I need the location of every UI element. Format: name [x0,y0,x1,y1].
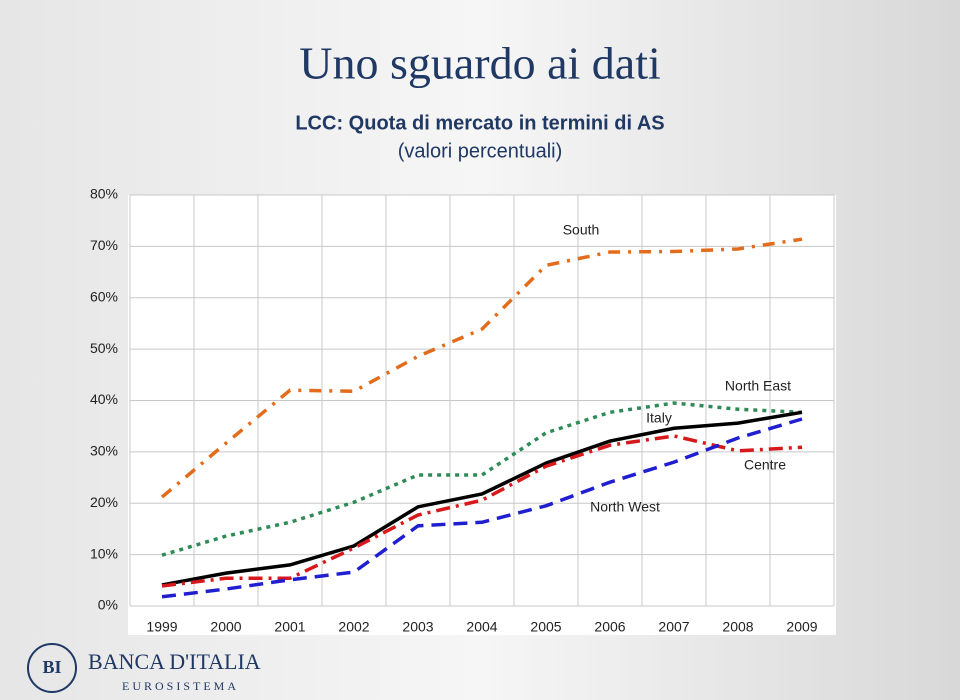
y-tick-label: 30% [90,443,118,459]
y-tick-label: 0% [98,597,118,613]
plot-area [128,195,836,635]
y-tick-label: 20% [90,494,118,510]
series-label: Italy [646,410,672,426]
series-line [160,237,803,499]
y-tick-label: 40% [90,391,118,407]
x-tick-label: 2005 [530,619,561,635]
x-tick-label: 2000 [210,619,241,635]
series-line [161,417,803,599]
series-line [161,410,803,587]
series-label: North West [590,499,660,515]
x-tick-label: 2002 [338,619,369,635]
chart-subtitle: (valori percentuali) [398,140,563,162]
x-tick-label: 2003 [402,619,433,635]
x-tick-label: 2009 [786,619,817,635]
series-label: South [563,222,600,238]
slide-title: Uno sguardo ai dati [299,38,661,89]
logo-mark [27,643,77,693]
x-tick-label: 2006 [594,619,625,635]
bank-name: BANCA D'ITALIA [88,649,261,674]
x-tick-label: 2004 [466,619,497,635]
series-label: North East [725,378,791,394]
logo: BI BANCA D'ITALIA EUROSISTEMA [27,643,261,693]
series-line [161,401,803,557]
y-tick-label: 70% [90,237,118,253]
x-tick-label: 2001 [274,619,305,635]
series-label: Centre [744,457,786,473]
chart: 0% 10% 20% 30% 40% 50% 60% 70% 80% 1999 2000 2001 20… [90,186,835,635]
x-tick-label: 2008 [722,619,753,635]
y-tick-label: 50% [90,340,118,356]
y-tick-label: 60% [90,288,118,304]
y-tick-label: 80% [90,186,118,202]
bank-system: EUROSISTEMA [122,679,239,693]
chart-title: LCC: Quota di mercato in termini di AS [295,112,664,134]
x-tick-label: 2007 [658,619,689,635]
y-tick-label: 10% [90,545,118,561]
x-tick-label: 1999 [146,619,177,635]
logo-text: BI [42,657,61,677]
series-line [161,434,803,588]
